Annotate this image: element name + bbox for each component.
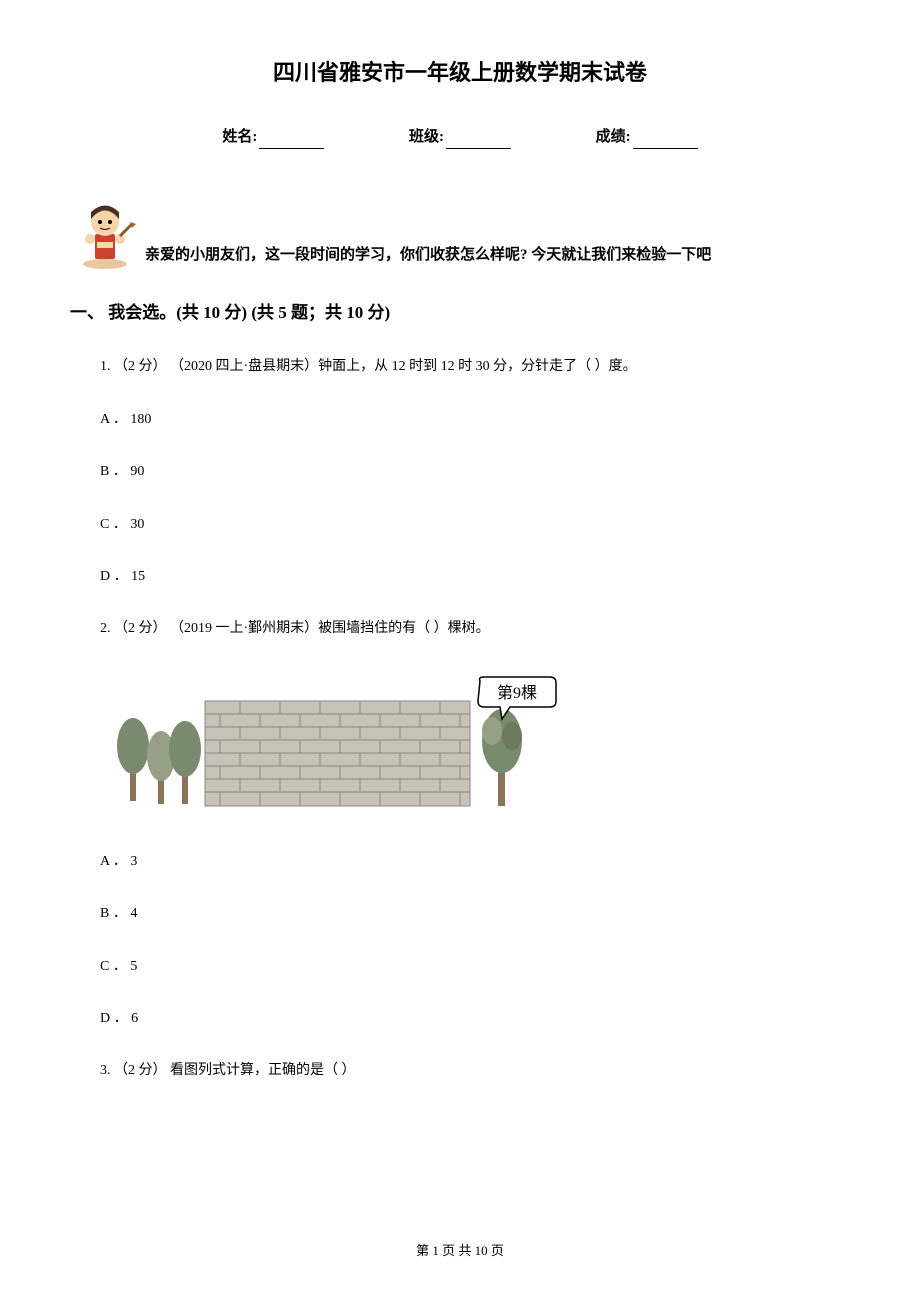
name-label: 姓名: [222,125,257,149]
wall-trees-illustration: 第9棵 [100,671,560,821]
right-tree [482,709,522,806]
question-2-option-b: B ． 4 [100,903,850,925]
section-1-header: 一、 我会选。(共 10 分) (共 5 题；共 10 分) [70,299,850,326]
tree-label-bubble: 第9棵 [478,677,556,719]
question-2: 2. （2 分） （2019 一上·鄞州期末）被围墙挡住的有（ ）棵树。 [100,618,850,1030]
question-3-text: 3. （2 分） 看图列式计算，正确的是（ ） [100,1060,850,1082]
question-2-option-d: D ． 6 [100,1008,850,1030]
student-info-row: 姓名: 班级: 成绩: [70,125,850,149]
question-1-option-d: D ． 15 [100,566,850,588]
question-1-text: 1. （2 分） （2020 四上·盘县期末）钟面上，从 12 时到 12 时 … [100,356,850,378]
tree-label-text: 第9棵 [497,684,537,702]
question-1-option-b: B ． 90 [100,461,850,483]
intro-section: 亲爱的小朋友们，这一段时间的学习，你们收获怎么样呢? 今天就让我们来检验一下吧 [70,194,850,269]
question-2-option-c: C ． 5 [100,956,850,978]
question-1: 1. （2 分） （2020 四上·盘县期末）钟面上，从 12 时到 12 时 … [100,356,850,588]
class-line [446,148,511,149]
cartoon-child-icon [70,194,140,269]
name-line [259,148,324,149]
question-1-option-a: A ． 180 [100,409,850,431]
question-2-image: 第9棵 [100,671,850,821]
question-3: 3. （2 分） 看图列式计算，正确的是（ ） [100,1060,850,1082]
class-label: 班级: [409,125,444,149]
score-field: 成绩: [596,125,698,149]
exam-title: 四川省雅安市一年级上册数学期末试卷 [70,55,850,90]
question-2-text: 2. （2 分） （2019 一上·鄞州期末）被围墙挡住的有（ ）棵树。 [100,618,850,640]
name-field: 姓名: [222,125,324,149]
question-1-option-c: C ． 30 [100,514,850,536]
score-line [633,148,698,149]
left-trees [117,718,201,804]
class-field: 班级: [409,125,511,149]
page-footer: 第 1 页 共 10 页 [0,1241,920,1262]
score-label: 成绩: [596,125,631,149]
intro-text: 亲爱的小朋友们，这一段时间的学习，你们收获怎么样呢? 今天就让我们来检验一下吧 [145,243,711,269]
question-2-option-a: A ． 3 [100,851,850,873]
brick-wall [205,701,470,806]
